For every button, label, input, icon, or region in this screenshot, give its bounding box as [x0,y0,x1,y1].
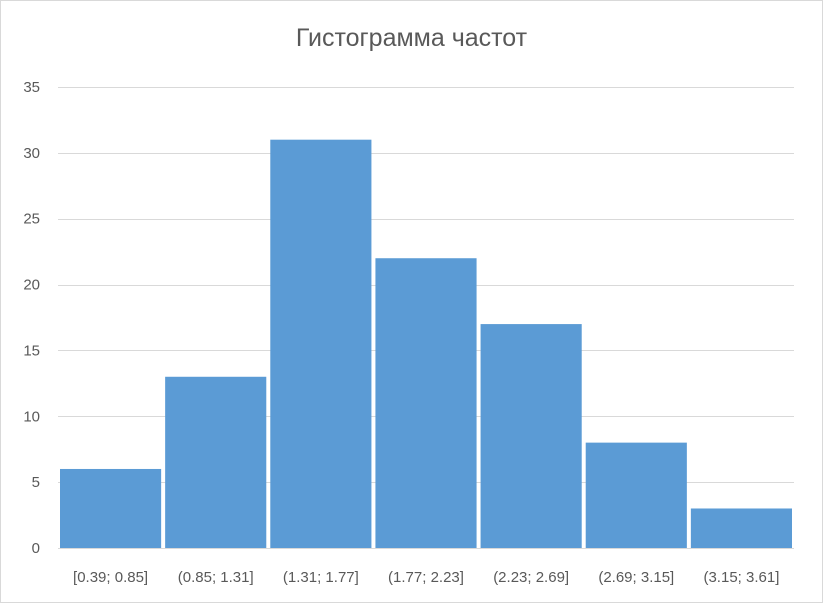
bar-4 [375,258,477,548]
y-tick-label-30: 30 [23,145,40,162]
x-tick-label-5: (2.23; 2.69] [493,569,569,586]
bar-2 [165,376,267,548]
chart-title: Гистограмма частот [295,24,528,52]
y-tick-label-35: 35 [23,79,40,96]
x-tick-label-7: (3.15; 3.61] [703,569,779,586]
x-tick-label-2: (0.85; 1.31] [178,569,254,586]
x-tick-label-4: (1.77; 2.23] [388,569,464,586]
bar-layer [60,139,792,548]
y-tick-label-10: 10 [23,408,40,425]
y-tick-label-0: 0 [32,540,40,557]
bar-5 [480,324,582,548]
x-tick-label-1: [0.39; 0.85] [73,569,148,586]
x-tick-label-6: (2.69; 3.15] [598,569,674,586]
x-tick-label-3: (1.31; 1.77] [283,569,359,586]
y-tick-label-20: 20 [23,277,40,294]
bar-3 [270,139,372,548]
bar-1 [60,468,162,548]
y-tick-label-25: 25 [23,211,40,228]
bar-6 [585,442,687,548]
bar-7 [690,508,792,548]
y-tick-labels: 0 5 10 15 20 25 30 35 [23,79,40,557]
x-tick-labels: [0.39; 0.85] (0.85; 1.31] (1.31; 1.77] (1.7… [73,569,779,586]
y-tick-label-15: 15 [23,342,40,359]
y-tick-label-5: 5 [32,474,40,491]
